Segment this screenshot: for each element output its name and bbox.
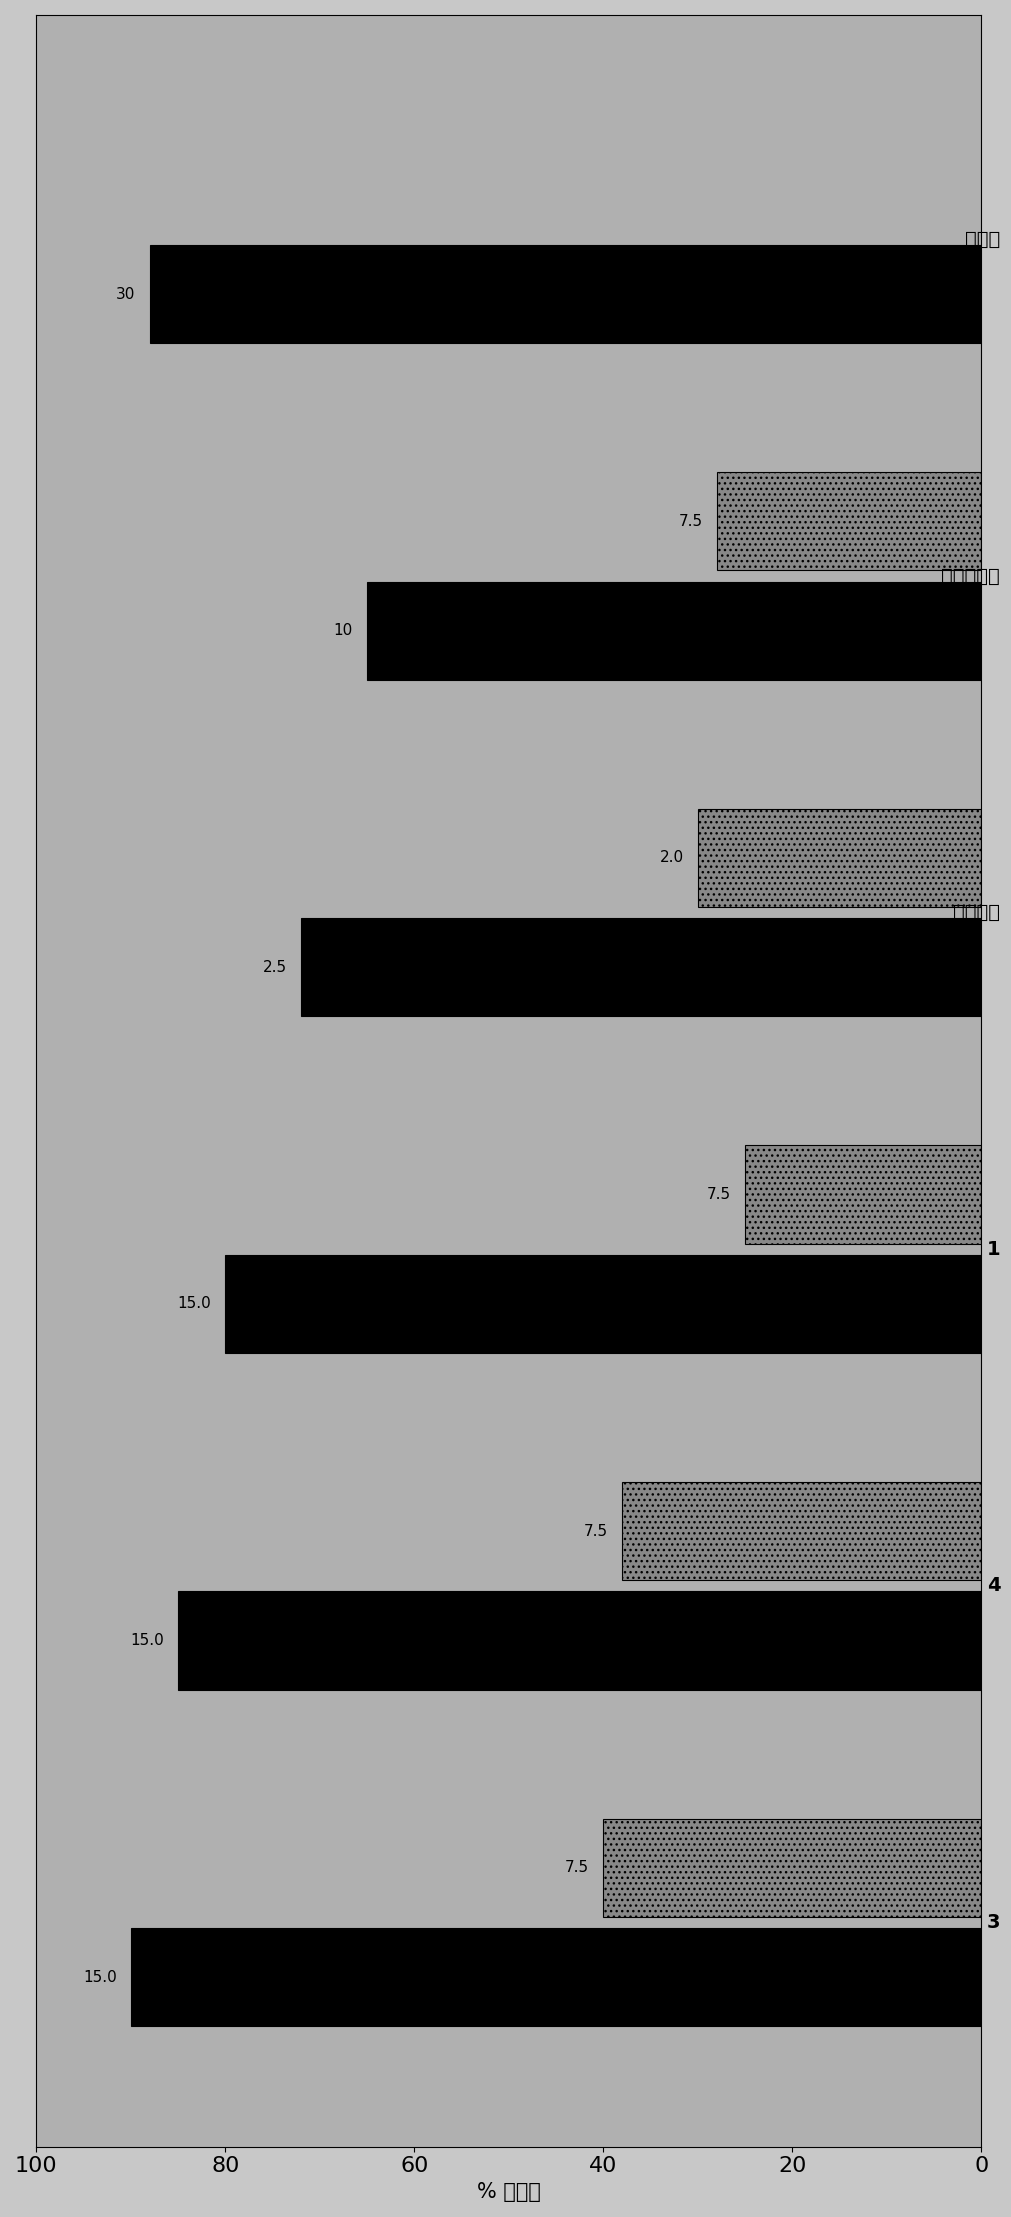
- Bar: [130, 1929, 981, 2026]
- Text: 15.0: 15.0: [83, 1969, 116, 1984]
- Bar: [300, 918, 981, 1015]
- Text: 4: 4: [986, 1576, 999, 1596]
- Bar: [150, 246, 981, 344]
- Bar: [622, 1481, 981, 1581]
- Bar: [225, 1255, 981, 1352]
- Text: 西布苯明: 西布苯明: [952, 902, 999, 922]
- Text: 7.5: 7.5: [583, 1523, 608, 1539]
- Text: 7.5: 7.5: [564, 1860, 588, 1876]
- Text: 3: 3: [986, 1913, 999, 1931]
- Text: 30: 30: [116, 286, 135, 302]
- Text: 1: 1: [986, 1239, 999, 1259]
- Text: 15.0: 15.0: [130, 1634, 164, 1647]
- Bar: [603, 1818, 981, 1918]
- X-axis label: % 变化率: % 变化率: [476, 2182, 540, 2201]
- Bar: [698, 809, 981, 907]
- Text: 2.5: 2.5: [262, 960, 286, 975]
- Bar: [716, 472, 981, 570]
- Text: 15.0: 15.0: [177, 1297, 211, 1310]
- Text: 丙咊井: 丙咊井: [964, 231, 999, 248]
- Text: 7.5: 7.5: [677, 514, 702, 530]
- Bar: [178, 1592, 981, 1689]
- Text: 2.0: 2.0: [659, 851, 683, 865]
- Text: 丁氨苯内酮: 丁氨苯内酮: [940, 568, 999, 585]
- Text: 7.5: 7.5: [706, 1186, 730, 1202]
- Bar: [367, 581, 981, 681]
- Text: 10: 10: [334, 623, 353, 638]
- Bar: [744, 1146, 981, 1244]
